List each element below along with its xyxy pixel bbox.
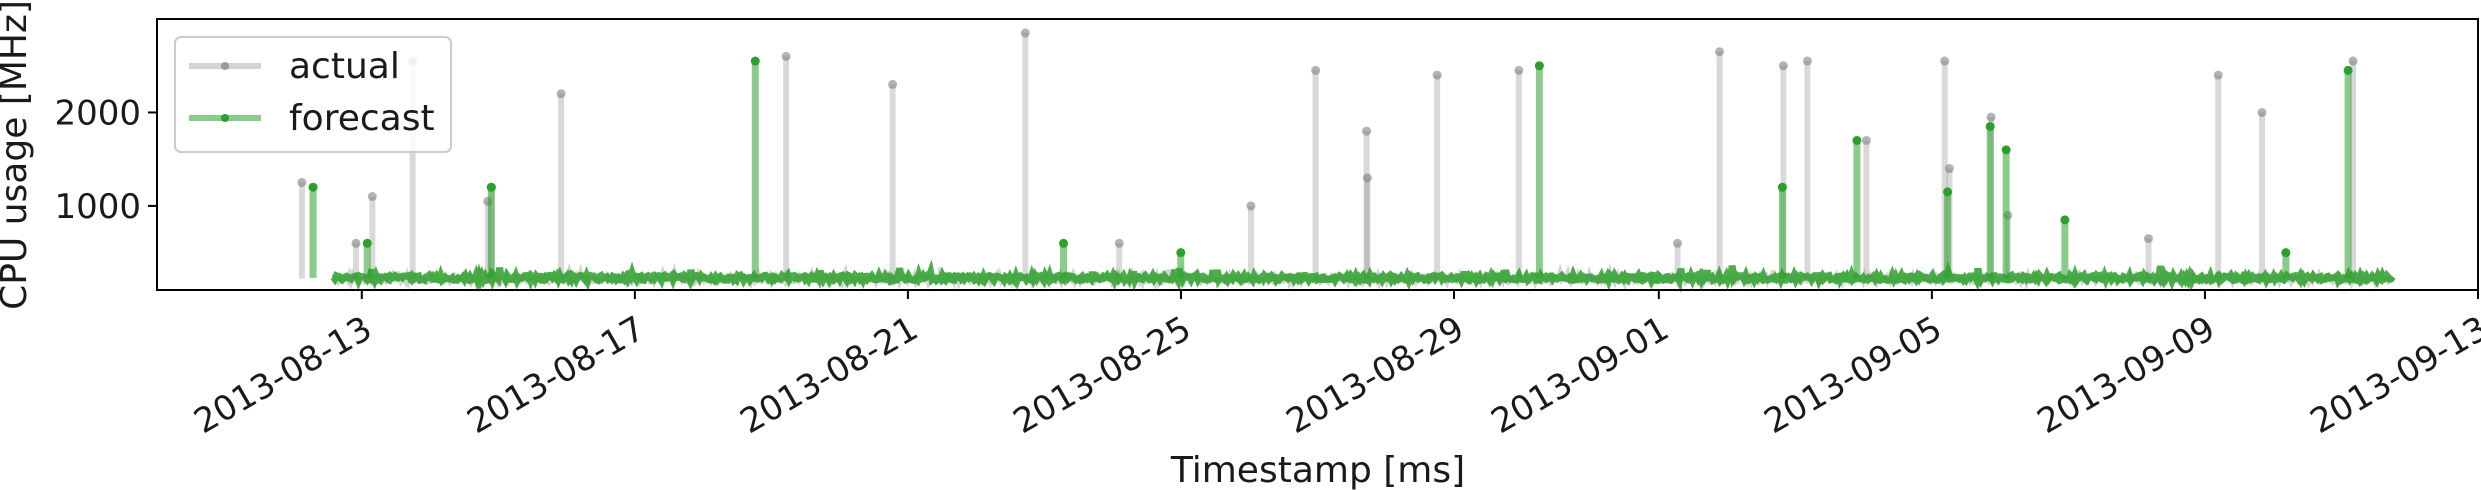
x-tick-label: 2013-09-09 xyxy=(2031,309,2222,442)
legend-forecast-marker xyxy=(221,114,229,122)
series-actual xyxy=(297,28,2395,292)
actual-point xyxy=(1311,65,1321,75)
series-layer xyxy=(297,28,2396,294)
actual-point xyxy=(1020,28,1030,38)
actual-point xyxy=(888,79,898,89)
x-tick-label: 2013-08-17 xyxy=(461,309,652,442)
legend-actual-label: actual xyxy=(289,46,400,87)
x-axis-label: Timestamp [ms] xyxy=(1170,450,1465,490)
forecast-point xyxy=(1059,238,1069,248)
x-tick-label: 2013-08-21 xyxy=(734,309,925,442)
actual-point xyxy=(1802,56,1812,66)
actual-point xyxy=(1778,61,1788,71)
actual-point xyxy=(2348,56,2358,66)
y-tick-label: 2000 xyxy=(54,93,141,133)
actual-point xyxy=(1673,238,1683,248)
actual-point xyxy=(2213,70,2223,80)
x-tick-label: 2013-08-13 xyxy=(188,309,379,442)
actual-point xyxy=(351,238,361,248)
forecast-point xyxy=(1985,121,1995,131)
legend-box xyxy=(174,36,452,153)
y-axis-label: CPU usage [MHz] xyxy=(0,0,35,310)
actual-point xyxy=(781,51,791,61)
actual-point xyxy=(2143,234,2153,244)
actual-point xyxy=(1362,173,1372,183)
actual-point xyxy=(1986,112,1996,122)
actual-point xyxy=(1114,238,1124,248)
legend-actual-marker xyxy=(221,62,229,70)
forecast-point xyxy=(1777,182,1787,192)
forecast-point xyxy=(1176,248,1186,258)
forecast-point xyxy=(750,56,760,66)
actual-point xyxy=(2257,107,2267,117)
forecast-point xyxy=(1943,187,1953,197)
legend-forecast-label: forecast xyxy=(289,98,435,139)
actual-point xyxy=(1940,56,1950,66)
actual-point xyxy=(1362,126,1372,136)
forecast-point xyxy=(308,182,318,192)
series-forecast xyxy=(308,56,2396,294)
x-tick-label: 2013-09-13 xyxy=(2304,309,2481,442)
forecast-point xyxy=(1852,135,1862,145)
actual-point xyxy=(1715,47,1725,57)
actual-point xyxy=(556,89,566,99)
forecast-point xyxy=(1534,61,1544,71)
actual-point xyxy=(1944,164,1954,174)
forecast-point xyxy=(2001,145,2011,155)
actual-point xyxy=(1514,65,1524,75)
actual-point xyxy=(1861,135,1871,145)
x-tick-label: 2013-08-29 xyxy=(1280,309,1471,442)
actual-point xyxy=(1432,70,1442,80)
forecast-baseline xyxy=(330,259,2396,294)
actual-point xyxy=(367,192,377,202)
forecast-point xyxy=(2281,248,2291,258)
plot-frame xyxy=(156,18,2479,291)
x-tick-label: 2013-08-25 xyxy=(1007,309,1198,442)
legend: actual forecast xyxy=(174,36,452,153)
y-tick-label: 1000 xyxy=(54,187,141,227)
x-tick-label: 2013-09-01 xyxy=(1485,309,1676,442)
y-axis: 1000 2000 xyxy=(54,93,157,227)
forecast-point xyxy=(2343,65,2353,75)
actual-point xyxy=(1246,201,1256,211)
x-axis: 2013-08-13 2013-08-17 2013-08-21 2013-08-25… xyxy=(188,290,2481,442)
forecast-point xyxy=(362,238,372,248)
x-tick-label: 2013-09-05 xyxy=(1758,309,1949,442)
forecast-point xyxy=(486,182,496,192)
forecast-point xyxy=(2060,215,2070,225)
actual-point xyxy=(297,178,307,188)
